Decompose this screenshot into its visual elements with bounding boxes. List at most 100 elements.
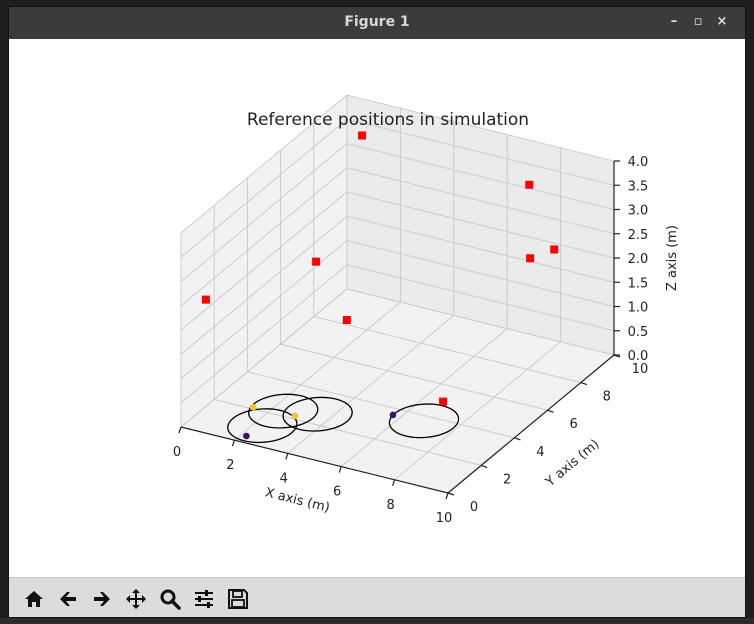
z-tick-label: 2.0 [628,252,649,267]
back-grid-z [346,118,615,186]
z-tick-label: 1.5 [628,276,649,291]
y-tick-label: 0 [470,500,478,515]
position-point [243,432,250,440]
back-grid-z [346,167,615,235]
z-tick-label: 1.0 [628,301,649,316]
back-grid-z [346,143,615,210]
left-grid-z [180,215,348,355]
magnifier-icon [160,589,181,610]
maximize-button[interactable]: ▫ [693,14,703,29]
chart-title: Reference positions in simulation [247,110,529,130]
floppy-icon [228,589,248,609]
back-grid-z [346,240,615,307]
z-tick-label: 2.5 [628,228,649,243]
reference-point [312,257,321,266]
reference-point [342,316,351,325]
reference-point [525,180,534,189]
reference-point [201,295,210,304]
x-tick-label: 6 [333,485,341,500]
y-tick-label: 6 [569,417,577,432]
z-tick-label: 0.5 [628,325,649,340]
y-tick-label: 10 [632,362,649,377]
x-tick-mark [231,440,235,447]
x-tick-mark [285,453,289,460]
x-axis-line [180,426,449,494]
x-tick-label: 2 [226,458,234,473]
plot-canvas[interactable]: 0 2 4 6 8 10 0 2 4 6 8 10 0.0 0.5 1.0 1.5 2.0 2.5 3.0 3.5 4.… [9,39,745,577]
z-tick-label: 3.0 [628,204,649,219]
z-axis-label: Z axis (m) [665,225,680,291]
home-button[interactable] [21,586,47,612]
grid-lines [180,94,615,494]
x-tick-mark [392,479,396,486]
z-tick-label: 3.5 [628,179,649,194]
x-axis-label: X axis (m) [263,485,331,516]
floor-grid-y [214,398,482,466]
sliders-icon [195,590,213,608]
y-tick-mark [447,492,455,496]
position-point [291,412,299,420]
back-grid-z [346,264,615,332]
reference-point [526,254,535,263]
pan-button[interactable] [123,586,149,612]
data-marks [201,131,559,444]
minimize-button[interactable]: – [670,14,678,29]
x-tick-label: 4 [280,471,288,486]
x-tick-label: 10 [436,511,453,526]
reference-point [550,245,559,254]
left-grid-z [180,143,348,282]
y-axis-label: Y axis (m) [542,437,602,491]
window-title: Figure 1 [344,14,410,30]
left-grid-z [180,288,348,428]
y-axis-line [447,354,615,494]
tick-labels: 024681002468100.00.51.01.52.02.53.03.54.… [173,155,648,526]
x-tick-mark [445,492,449,500]
z-tick-label: 0.0 [628,349,649,364]
move-icon [126,589,146,609]
position-point [249,403,257,411]
y-tick-mark [481,464,488,468]
x-tick-mark [338,466,342,473]
left-grid-z [180,264,348,404]
y-tick-label: 4 [536,445,544,460]
trajectory-circle [282,396,353,432]
home-icon [25,591,43,607]
desktop-strip [0,618,754,624]
x-tick-mark [178,426,182,434]
zoom-button[interactable] [157,586,183,612]
trajectory-circle [248,393,319,429]
left-grid-z [180,118,348,258]
x-tick-label: 8 [386,498,394,513]
back-grid-z [346,215,615,283]
back-grid-z [346,94,615,162]
figure-window: Figure 1 – ▫ × 0 2 4 6 8 10 0 2 4 6 8 10 0.0 0.5 1.0 1.… [8,6,746,618]
reference-point [439,397,448,406]
forward-button[interactable] [89,586,115,612]
floor-grid-y [280,343,548,411]
arrow-right-icon [94,592,110,606]
y-tick-label: 8 [603,390,611,405]
plot-svg: 024681002468100.00.51.01.52.02.53.03.54.… [173,94,680,526]
left-grid-z [180,191,348,331]
save-button[interactable] [225,586,251,612]
left-grid-z [180,167,348,307]
navigation-toolbar [9,577,745,617]
left-grid-z [180,94,348,234]
arrow-left-icon [60,592,76,606]
close-button[interactable]: × [716,14,728,29]
back-button[interactable] [55,586,81,612]
back-grid-z [346,288,615,356]
title-bar[interactable]: Figure 1 – ▫ × [9,7,745,39]
y-tick-mark [580,382,587,386]
floor-grid-x [234,301,401,441]
y-tick-mark [514,437,521,441]
x-tick-label: 0 [173,445,181,460]
y-tick-label: 2 [503,472,511,487]
z-tick-label: 4.0 [628,155,649,170]
floor-grid-x [340,328,508,467]
back-grid-z [346,191,615,259]
floor-grid-y [313,316,581,384]
reference-point [358,131,367,140]
floor-grid-y [247,371,515,439]
configure-subplots-button[interactable] [191,586,217,612]
